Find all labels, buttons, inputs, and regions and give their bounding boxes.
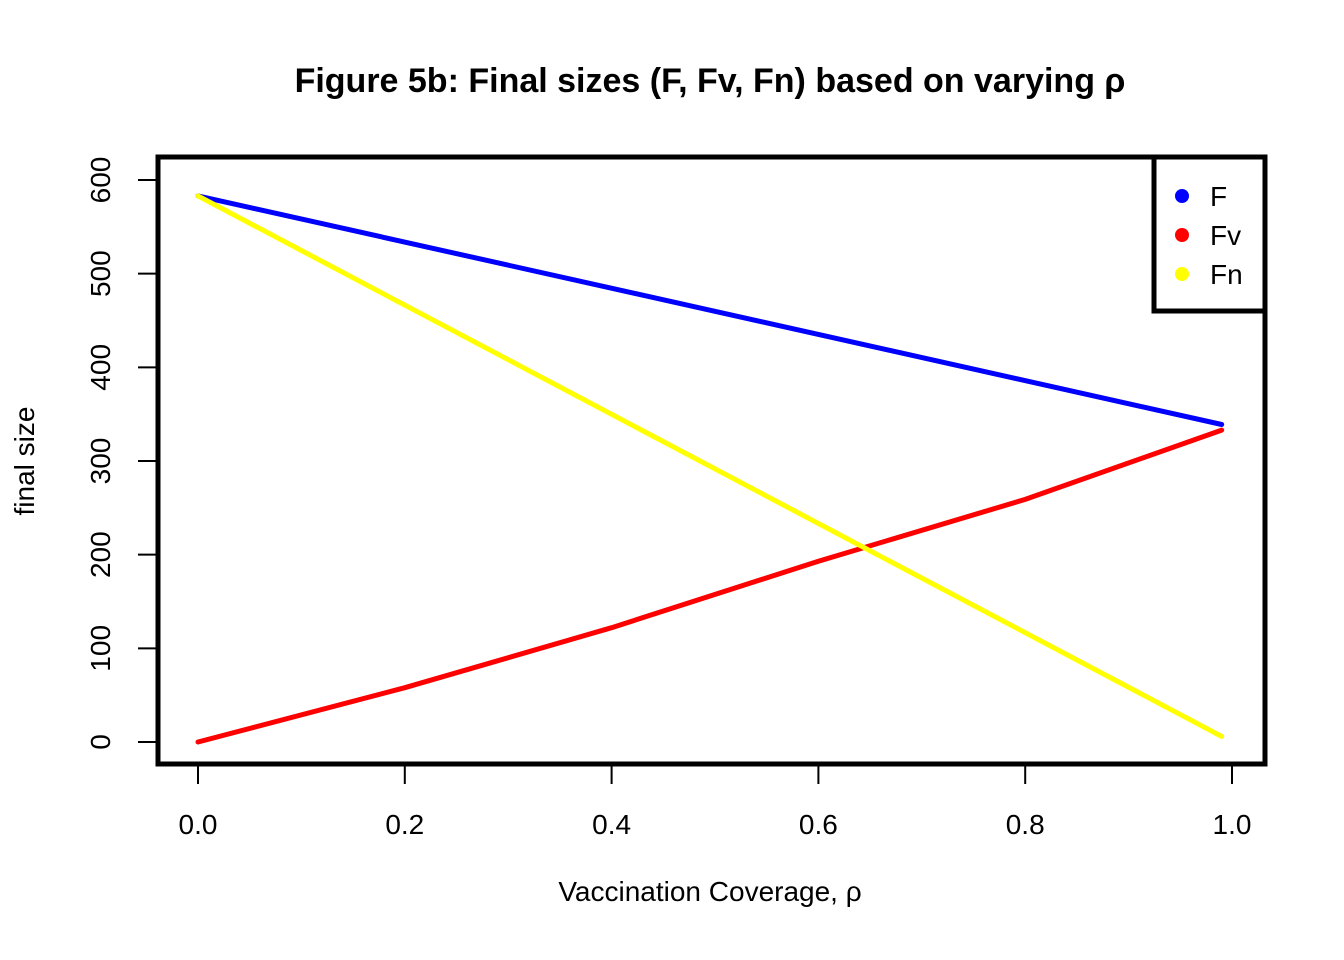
plot-frame xyxy=(155,154,1268,767)
y-tick-label: 200 xyxy=(85,531,116,578)
series-line-f xyxy=(195,193,1225,427)
legend-label: F xyxy=(1210,181,1227,212)
y-tick-label: 500 xyxy=(85,250,116,297)
x-axis: 0.0 0.2 0.4 0.6 0.8 1.0 xyxy=(179,764,1252,840)
legend-label: Fv xyxy=(1210,220,1241,251)
x-tick-label: 0.2 xyxy=(385,809,424,840)
x-tick-label: 1.0 xyxy=(1213,809,1252,840)
chart-title: Figure 5b: Final sizes (F, Fv, Fn) based… xyxy=(295,62,1126,100)
legend-box xyxy=(1151,154,1268,314)
y-axis: 0 100 200 300 400 500 600 xyxy=(85,157,158,750)
series-layer xyxy=(195,193,1225,745)
y-tick-label: 600 xyxy=(85,157,116,204)
x-tick-label: 0.4 xyxy=(592,809,631,840)
legend: F Fv Fn xyxy=(1151,154,1268,314)
legend-marker-f xyxy=(1175,189,1189,203)
x-tick-label: 0.0 xyxy=(179,809,218,840)
series-line-fv xyxy=(195,427,1225,745)
y-tick-label: 300 xyxy=(85,438,116,485)
legend-marker-fv xyxy=(1175,228,1189,242)
x-tick-label: 0.6 xyxy=(799,809,838,840)
y-tick-label: 100 xyxy=(85,625,116,672)
x-tick-label: 0.8 xyxy=(1006,809,1045,840)
legend-label: Fn xyxy=(1210,259,1243,290)
y-axis-label: final size xyxy=(9,407,40,516)
y-tick-label: 0 xyxy=(85,734,116,750)
x-axis-label: Vaccination Coverage, ρ xyxy=(558,876,861,907)
y-tick-label: 400 xyxy=(85,344,116,391)
series-line-fn xyxy=(195,193,1225,739)
legend-marker-fn xyxy=(1175,267,1189,281)
